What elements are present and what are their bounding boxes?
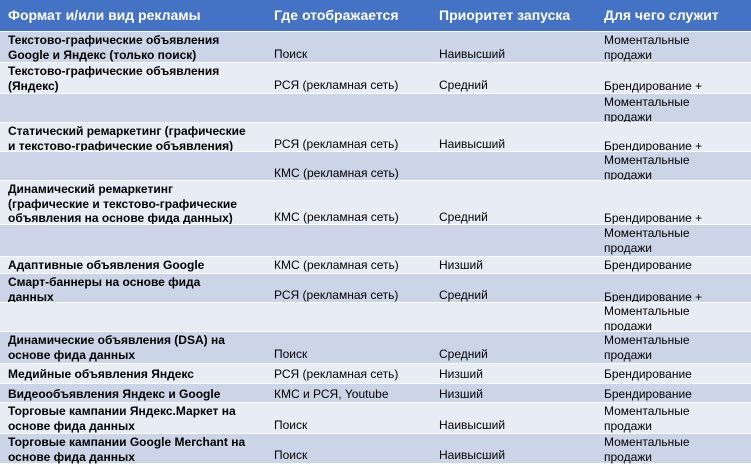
cell-where: РСЯ (рекламная сеть) [274,137,399,151]
cell-where: РСЯ (рекламная сеть) [274,78,399,92]
cell-priority: Низший [439,258,483,272]
table-row: Видеообъявления Яндекс и Google КМС и РС… [0,383,751,402]
cell-format: Медийные объявления Яндекс [8,367,194,381]
cell-priority: Средний [439,347,488,361]
cell-where: КМС (рекламная сеть) [274,210,399,224]
table-row: Адаптивные объявления Google КМС (реклам… [0,256,751,273]
table-row: Статический ремаркетинг (графические и т… [0,122,751,153]
cell-priority: Средний [439,288,488,302]
table-row: Динамический ремаркетинг (графические и … [0,180,751,225]
cell-purpose: Моментальные продажи [604,435,690,464]
table-header: Формат и/или вид рекламы Где отображаетс… [0,0,751,31]
cell-purpose: Брендирование [604,258,692,272]
cell-priority: Средний [439,78,488,92]
cell-priority: Наивысший [439,137,506,151]
cell-purpose: Брендирование [604,367,692,381]
table-row: КМС (рекламная сеть) Моментальные продаж… [0,151,751,182]
cell-purpose: Брендирование + [604,289,703,304]
cell-purpose: Моментальные продажи [604,304,690,333]
cell-priority: Низший [439,387,483,401]
table-row: Моментальные продажи [0,224,751,256]
cell-format: Торговые кампании Google Merchant на осн… [8,435,246,464]
table-row: Медийные объявления Яндекс РСЯ (рекламна… [0,363,751,383]
cell-where: Поиск [274,448,308,462]
cell-where: Поиск [274,347,308,361]
cell-purpose: Моментальные продажи [604,153,690,182]
cell-priority: Средний [439,210,488,224]
cell-purpose: Брендирование [604,387,692,401]
cell-where: КМС (рекламная сеть) [274,258,399,272]
cell-priority: Наивысший [439,418,506,432]
cell-priority: Наивысший [439,448,506,462]
cell-where: РСЯ (рекламная сеть) [274,288,399,302]
cell-where: Поиск [274,47,308,61]
cell-purpose: Моментальные продажи [604,95,690,124]
cell-purpose: Моментальные продажи [604,33,690,62]
cell-format: Динамический ремаркетинг (графические и … [8,182,237,225]
cell-format: Текстово-графические объявления Google и… [8,33,220,62]
cell-purpose: Брендирование + [604,138,703,153]
cell-format: Видеообъявления Яндекс и Google [8,387,221,401]
cell-where: Поиск [274,418,308,432]
table-row: Текстово-графические объявления Google и… [0,31,751,62]
cell-format: Смарт-баннеры на основе фида данных [8,275,201,304]
table-row: Текстово-графические объявления (Яндекс)… [0,62,751,93]
cell-priority: Низший [439,367,483,381]
table-row: Торговые кампании Яндекс.Маркет на основ… [0,402,751,433]
table-row: Торговые кампании Google Merchant на осн… [0,433,751,464]
cell-purpose: Моментальные продажи [604,404,690,433]
cell-format: Текстово-графические объявления (Яндекс) [8,64,220,93]
cell-where: КМС (рекламная сеть) [274,166,399,180]
cell-purpose: Брендирование + [604,78,703,93]
table-row: Моментальные продажи [0,302,751,333]
header-where: Где отображается [274,7,399,23]
cell-purpose: Моментальные продажи [604,333,690,362]
header-format: Формат и/или вид рекламы [8,7,201,23]
cell-purpose: Моментальные продажи [604,226,690,255]
cell-format: Динамические объявления (DSA) на основe … [8,333,225,362]
table-row: Моментальные продажи [0,93,751,124]
cell-purpose: Брендирование + [604,211,703,225]
cell-format: Торговые кампании Яндекс.Маркет на основ… [8,404,236,433]
cell-where: КМС и РСЯ, Youtube [274,387,389,401]
table-row: Смарт-баннеры на основе фида данных РСЯ … [0,273,751,304]
header-priority: Приоритет запуска [439,7,571,23]
table-row: Динамические объявления (DSA) на основe … [0,331,751,363]
header-purpose: Для чего служит [604,7,719,23]
cell-priority: Наивысший [439,47,506,61]
cell-format: Статический ремаркетинг (графические и т… [8,124,246,153]
cell-format: Адаптивные объявления Google [8,258,205,272]
cell-where: РСЯ (рекламная сеть) [274,367,399,381]
